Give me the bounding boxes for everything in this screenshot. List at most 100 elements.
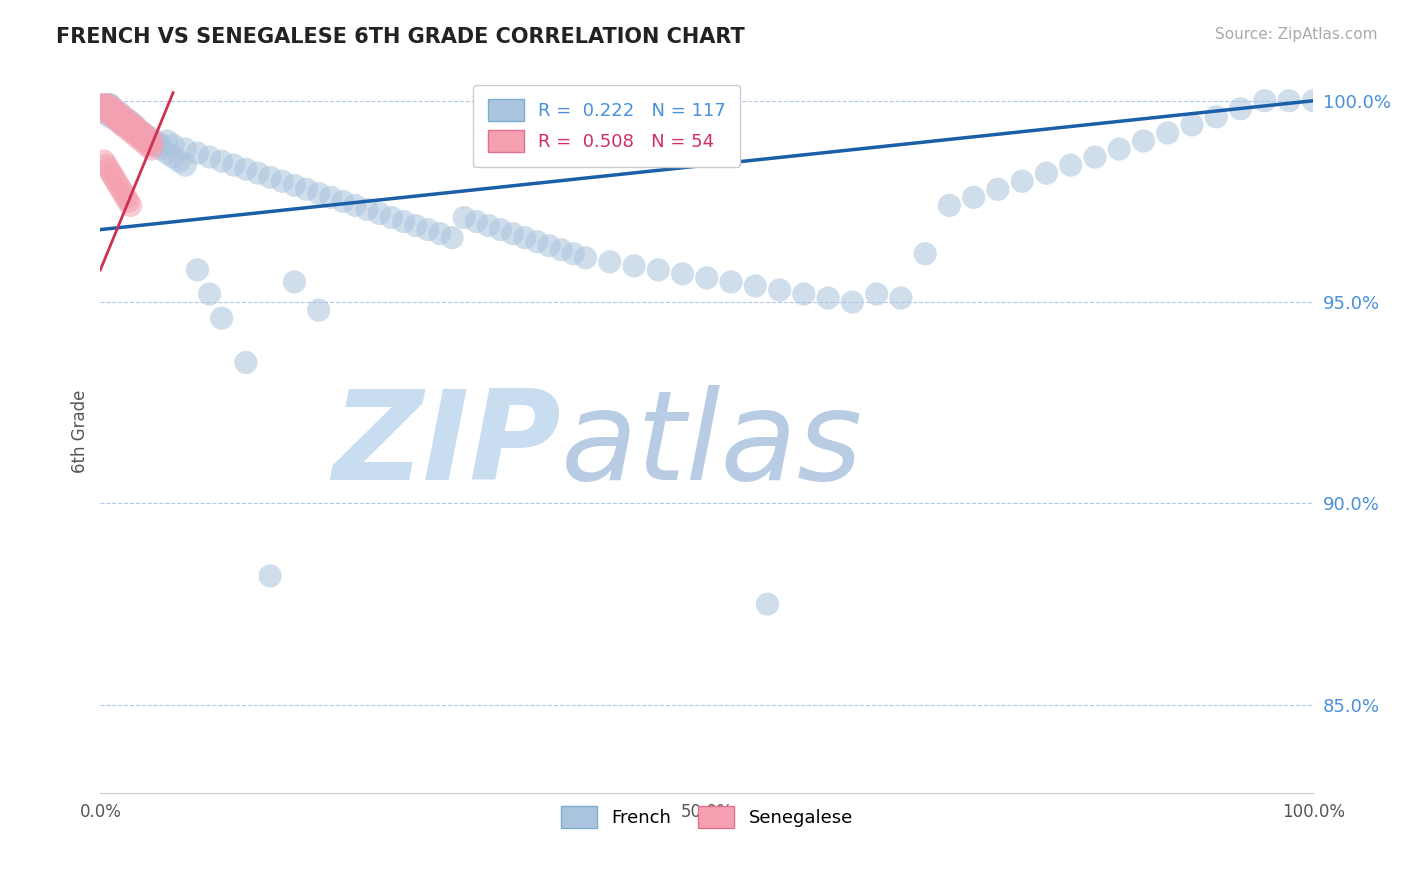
Point [441,230,464,244]
Point [104,110,127,124]
Point [105,114,128,128]
Point [124,126,146,140]
Point [97,162,120,177]
Point [1302,94,1324,108]
Point [107,178,129,193]
Point [768,283,790,297]
Point [198,287,221,301]
Point [112,110,135,124]
Point [465,214,488,228]
Point [104,110,127,124]
Point [128,126,150,140]
Point [817,291,839,305]
Point [98,110,121,124]
Point [120,198,142,212]
Point [744,279,766,293]
Point [125,130,148,145]
Point [125,122,148,136]
Point [222,158,245,172]
Point [114,114,136,128]
Point [1278,94,1301,108]
Point [97,105,120,120]
Point [405,219,427,233]
Point [107,110,129,124]
Point [132,126,155,140]
Point [477,219,499,233]
Point [696,271,718,285]
Point [720,275,742,289]
Point [91,97,114,112]
Point [574,251,596,265]
Point [114,118,136,132]
Point [118,114,141,128]
Point [138,134,160,148]
Text: Source: ZipAtlas.com: Source: ZipAtlas.com [1215,27,1378,42]
Point [117,114,139,128]
Point [93,102,115,116]
Point [97,97,120,112]
Point [186,263,208,277]
Point [526,235,548,249]
Point [380,211,402,225]
Point [103,170,125,185]
Point [141,142,163,156]
Point [1060,158,1083,172]
Point [104,105,127,120]
Point [107,105,129,120]
Point [513,230,536,244]
Point [211,311,233,326]
Point [120,122,142,136]
Point [100,102,122,116]
Point [1181,118,1204,132]
Point [489,222,512,236]
Point [105,105,128,120]
Point [112,110,135,124]
Point [963,190,986,204]
Point [623,259,645,273]
Point [235,162,257,177]
Point [247,166,270,180]
Point [114,118,136,132]
Point [115,122,138,136]
Point [356,202,378,217]
Point [96,102,118,116]
Point [162,150,184,164]
Point [127,122,149,136]
Point [111,118,134,132]
Point [1205,110,1227,124]
Point [93,154,115,169]
Point [671,267,693,281]
Point [122,118,145,132]
Point [105,114,128,128]
Point [108,105,131,120]
Point [93,102,115,116]
Point [308,303,330,318]
Point [94,97,117,112]
Point [283,178,305,193]
Point [599,255,621,269]
Point [121,122,143,136]
Point [259,170,281,185]
Point [100,105,122,120]
Point [131,134,153,148]
Point [562,246,585,260]
Point [271,174,294,188]
Point [453,211,475,225]
Point [156,146,179,161]
Point [143,138,166,153]
Point [132,130,155,145]
Point [368,206,391,220]
Point [103,102,125,116]
Point [150,142,173,156]
Point [647,263,669,277]
Point [96,158,118,172]
Point [121,126,143,140]
Point [914,246,936,260]
Point [308,186,330,201]
Point [319,190,342,204]
Point [110,114,132,128]
Point [174,158,197,172]
Point [105,110,128,124]
Point [90,97,112,112]
Point [1108,142,1130,156]
